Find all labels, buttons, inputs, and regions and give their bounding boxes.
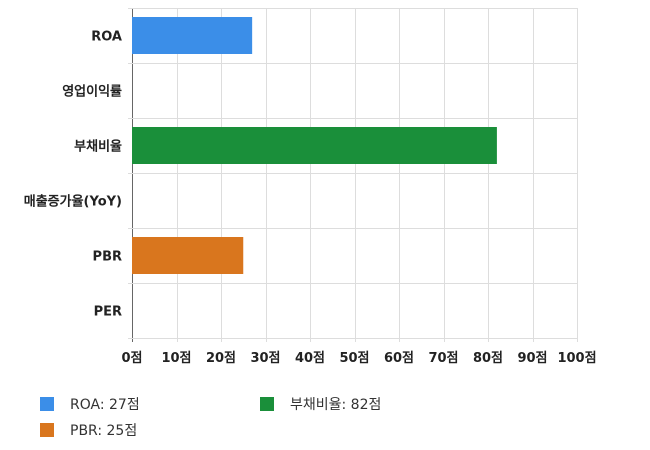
bar-0[interactable] <box>132 17 253 54</box>
legend-swatch-pbr <box>40 423 54 437</box>
x-tick-label: 70점 <box>428 351 458 366</box>
gridlines <box>128 8 578 342</box>
x-tick-label: 10점 <box>161 351 191 366</box>
x-tick-label: 80점 <box>473 351 503 366</box>
x-tick-label: 60점 <box>384 351 414 366</box>
category-label: 매출증가율(YoY) <box>24 194 122 210</box>
bar-2[interactable] <box>132 127 497 164</box>
legend-label-pbr: PBR: 25점 <box>70 423 138 439</box>
legend-label-roa: ROA: 27점 <box>70 397 140 413</box>
legend-item-pbr[interactable]: PBR: 25점 <box>40 420 137 440</box>
x-tick-label: 90점 <box>517 351 547 366</box>
category-label: ROA <box>91 30 122 45</box>
x-tick-label: 0점 <box>121 351 142 366</box>
legend-swatch-debt-ratio <box>260 397 274 411</box>
x-axis-ticks: 0점 10점 20점 30점 40점 50점 60점 70점 80점 90점 100점 <box>121 351 596 366</box>
x-tick-label: 30점 <box>250 351 280 366</box>
category-label: 부채비율 <box>74 139 122 155</box>
category-label: 영업이익률 <box>62 84 122 100</box>
legend-item-debt-ratio[interactable]: 부채비율: 82점 <box>260 394 381 414</box>
bars <box>132 17 497 274</box>
legend-item-roa[interactable]: ROA: 27점 <box>40 394 140 414</box>
category-label: PER <box>94 305 122 320</box>
legend-label-debt-ratio: 부채비율: 82점 <box>290 397 382 413</box>
category-label: PBR <box>93 250 122 265</box>
x-tick-label: 20점 <box>206 351 236 366</box>
x-tick-label: 100점 <box>557 351 596 366</box>
bar-4[interactable] <box>132 237 244 274</box>
x-tick-label: 50점 <box>339 351 369 366</box>
legend-swatch-roa <box>40 397 54 411</box>
x-tick-label: 40점 <box>295 351 325 366</box>
